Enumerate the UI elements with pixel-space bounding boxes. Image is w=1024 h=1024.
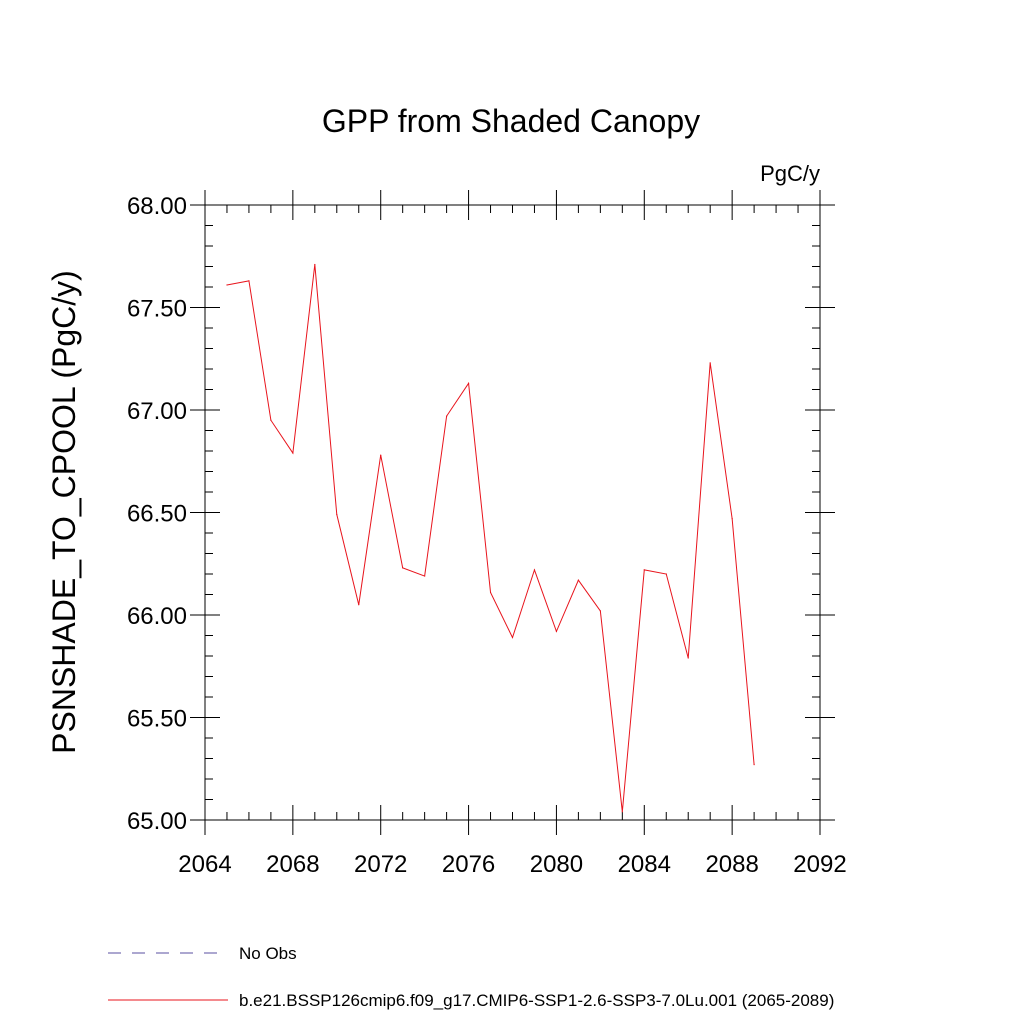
x-tick-label: 2072 [354,851,407,878]
data-point [314,263,316,266]
data-point [599,610,601,612]
x-tick-label: 2088 [705,851,758,878]
data-point [731,518,733,520]
y-tick-label: 67.00 [127,398,187,425]
units-label: PgC/y [760,161,820,186]
data-point [533,569,536,571]
x-tick-label: 2084 [618,851,671,878]
y-tick-label: 68.00 [127,193,187,220]
data-point [687,657,689,659]
chart-title: GPP from Shaded Canopy [322,103,700,139]
data-point [380,454,382,456]
data-point [577,579,579,581]
data-point [270,419,272,421]
data-point [621,811,623,813]
data-point [248,280,250,282]
y-axis-label: PSNSHADE_TO_CPOOL (PgC/y) [46,270,82,754]
data-point [489,591,492,594]
legend-label-model-run: b.e21.BSSP126cmip6.f09_g17.CMIP6-SSP1-2.… [239,991,834,1010]
y-tick-label: 67.50 [127,296,187,323]
data-point [511,636,514,639]
x-tick-label: 2064 [178,851,231,878]
data-point [467,382,470,384]
data-point [446,415,448,417]
y-tick-label: 65.00 [127,808,187,835]
data-point [226,284,228,286]
x-tick-label: 2092 [793,851,846,878]
data-point [402,567,404,569]
data-point [358,604,360,606]
y-tick-label: 66.50 [127,501,187,528]
x-tick-label: 2076 [442,851,495,878]
major-ticks [190,190,835,835]
y-tick-labels: 65.00 65.50 66.00 66.50 67.00 67.50 68.00 [127,193,187,835]
data-point [292,452,294,454]
series-layer [226,263,755,813]
y-tick-label: 65.50 [127,706,187,733]
data-point [336,513,338,516]
x-tick-label: 2068 [266,851,319,878]
minor-ticks [205,205,820,820]
data-point [753,764,755,766]
data-point [709,362,711,364]
x-tick-label: 2080 [530,851,583,878]
plot-frame [204,204,821,821]
data-point [643,569,645,571]
legend: No Obs b.e21.BSSP126cmip6.f09_g17.CMIP6-… [108,944,834,1010]
data-point [665,573,667,575]
data-point [555,630,558,633]
y-tick-label: 66.00 [127,603,187,630]
x-tick-labels: 2064 2068 2072 2076 2080 2084 2088 2092 [178,851,846,878]
legend-label-no-obs: No Obs [239,944,297,963]
data-point [424,575,426,577]
series-line [226,264,755,812]
